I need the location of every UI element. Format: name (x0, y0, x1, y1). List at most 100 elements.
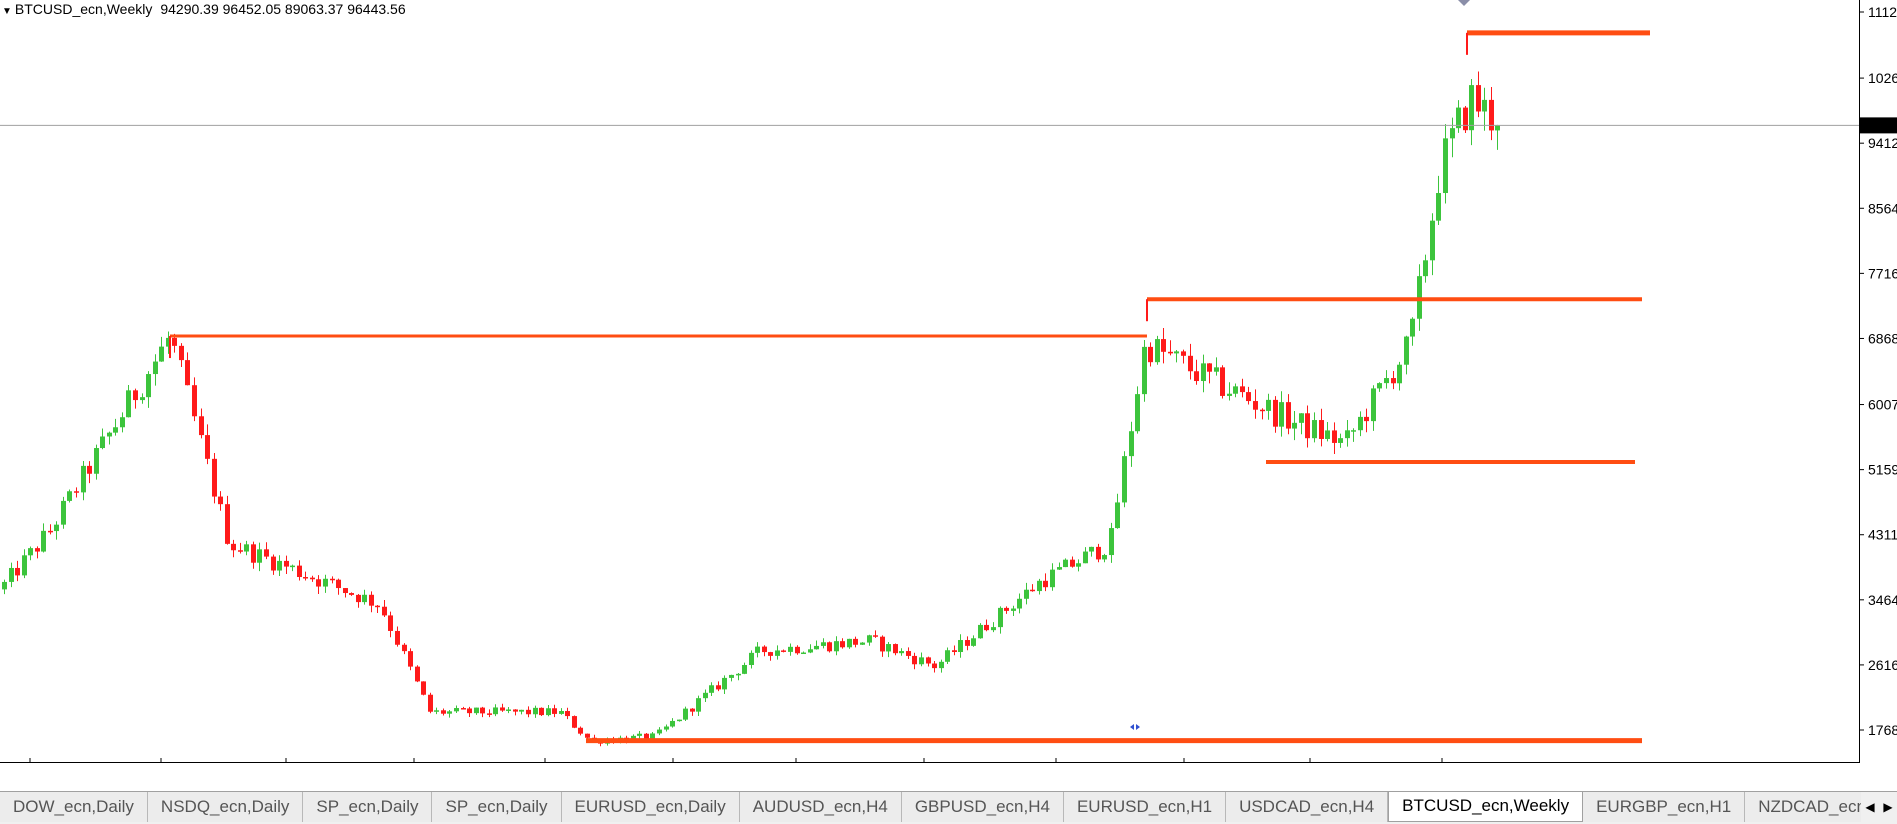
candle-body (205, 435, 210, 459)
candle-body (1266, 399, 1271, 411)
candle-body (984, 624, 989, 631)
price-chart[interactable]: 111214.60 102604.90 94125.65 85646.40 77167.… (0, 0, 1897, 763)
candle-body (1122, 456, 1127, 503)
candle-body (120, 417, 125, 428)
candle-body (323, 578, 328, 587)
candle-body (1063, 559, 1068, 568)
candle-body (41, 530, 46, 552)
candle-body (709, 685, 714, 693)
candle-body (1332, 430, 1337, 443)
candle-body (290, 565, 295, 568)
candle-body (886, 644, 891, 652)
candle-body (22, 555, 27, 576)
candle-body (1430, 220, 1435, 261)
candle-body (140, 397, 145, 401)
candle-body (762, 646, 767, 653)
tab-dow-ecn-daily[interactable]: DOW_ecn,Daily (0, 792, 148, 822)
tab-eurusd-ecn-daily[interactable]: EURUSD_ecn,Daily (561, 792, 740, 822)
price-tick-label: 77167.15 (1868, 265, 1897, 281)
candle-body (15, 567, 20, 576)
price-tick-label: 85646.40 (1868, 200, 1897, 216)
candle-body (113, 427, 118, 433)
candle-body (788, 646, 793, 652)
candle-body (1495, 125, 1500, 131)
candle-body (644, 733, 649, 740)
tab-nsdq-ecn-daily[interactable]: NSDQ_ecn,Daily (147, 792, 304, 822)
candle-body (853, 638, 858, 645)
tab-eurgbp-ecn-h1[interactable]: EURGBP_ecn,H1 (1583, 792, 1746, 822)
candle-body (1168, 351, 1173, 354)
price-tick-label: 34640.45 (1868, 592, 1897, 608)
candle-body (880, 636, 885, 652)
candle-body (2, 581, 7, 590)
candle-body (402, 644, 407, 652)
candle-body (28, 548, 33, 556)
candle-body (539, 707, 544, 716)
candle-body (801, 652, 806, 655)
candle-body (408, 651, 413, 667)
candle-body (297, 565, 302, 578)
candle-body (1305, 413, 1310, 439)
candle-body (1148, 346, 1153, 363)
price-tick-label: 17681.95 (1868, 722, 1897, 738)
candle-body (1240, 386, 1245, 393)
candle-body (356, 594, 361, 603)
candle-body (736, 673, 741, 676)
tab-btcusd-ecn-weekly[interactable]: BTCUSD_ecn,Weekly (1388, 792, 1584, 822)
candle-body (362, 594, 367, 603)
candle-body (336, 579, 341, 589)
candle-body (670, 720, 675, 727)
candle-body (834, 641, 839, 652)
candle-body (1391, 378, 1396, 384)
candle-body (94, 448, 99, 474)
candle-body (1469, 85, 1474, 131)
candle-body (506, 709, 511, 711)
candle-body (683, 708, 688, 720)
candle-body (1227, 393, 1232, 396)
tab-usdcad-ecn-h4[interactable]: USDCAD_ecn,H4 (1226, 792, 1389, 822)
candle-body (1057, 567, 1062, 570)
candle-body (1312, 420, 1317, 439)
candle-body (906, 651, 911, 656)
candle-body (1404, 336, 1409, 365)
scroll-marker-icon[interactable] (1458, 0, 1470, 6)
candle-body (860, 642, 865, 645)
candle-body (316, 579, 321, 587)
collapse-triangle-icon[interactable]: ▼ (2, 6, 12, 17)
candle-body (1299, 413, 1304, 423)
tab-scroll-left-icon[interactable]: ◀ (1865, 800, 1875, 814)
candle-body (978, 624, 983, 639)
tab-eurusd-ecn-h1[interactable]: EURUSD_ecn,H1 (1063, 792, 1227, 822)
candle-body (192, 385, 197, 417)
candle-body (185, 360, 190, 386)
candle-body (1076, 563, 1081, 567)
tab-gbpusd-ecn-h4[interactable]: GBPUSD_ecn,H4 (901, 792, 1064, 822)
tab-audusd-ecn-h4[interactable]: AUDUSD_ecn,H4 (739, 792, 902, 822)
candle-body (474, 707, 479, 714)
candle-body (657, 729, 662, 734)
candle-body (415, 666, 420, 682)
candle-body (867, 635, 872, 643)
candle-body (1292, 422, 1297, 429)
candle-body (434, 710, 439, 712)
candle-body (277, 560, 282, 571)
tab-sp-ecn-daily[interactable]: SP_ecn,Daily (432, 792, 562, 822)
tab-scroll-right-icon[interactable]: ▶ (1883, 800, 1893, 814)
tab-scroll-nav: ◀ ▶ (1861, 792, 1897, 822)
current-price-label: 96443.56 (1862, 117, 1897, 133)
candle-body (447, 711, 452, 714)
price-tick-label: 51598.95 (1868, 462, 1897, 478)
candle-body (1037, 580, 1042, 592)
candle-body (330, 578, 335, 581)
candle-body (271, 556, 276, 571)
candle-body (755, 646, 760, 653)
candle-body (1482, 99, 1487, 112)
candle-body (212, 458, 217, 497)
tab-sp-ecn-daily[interactable]: SP_ecn,Daily (303, 792, 433, 822)
candle-body (637, 733, 642, 736)
chart-area[interactable]: 111214.60 102604.90 94125.65 85646.40 77167.… (0, 0, 1897, 763)
candle-body (1188, 355, 1193, 372)
candle-body (546, 708, 551, 716)
candle-body (1050, 569, 1055, 588)
candle-body (1423, 260, 1428, 277)
